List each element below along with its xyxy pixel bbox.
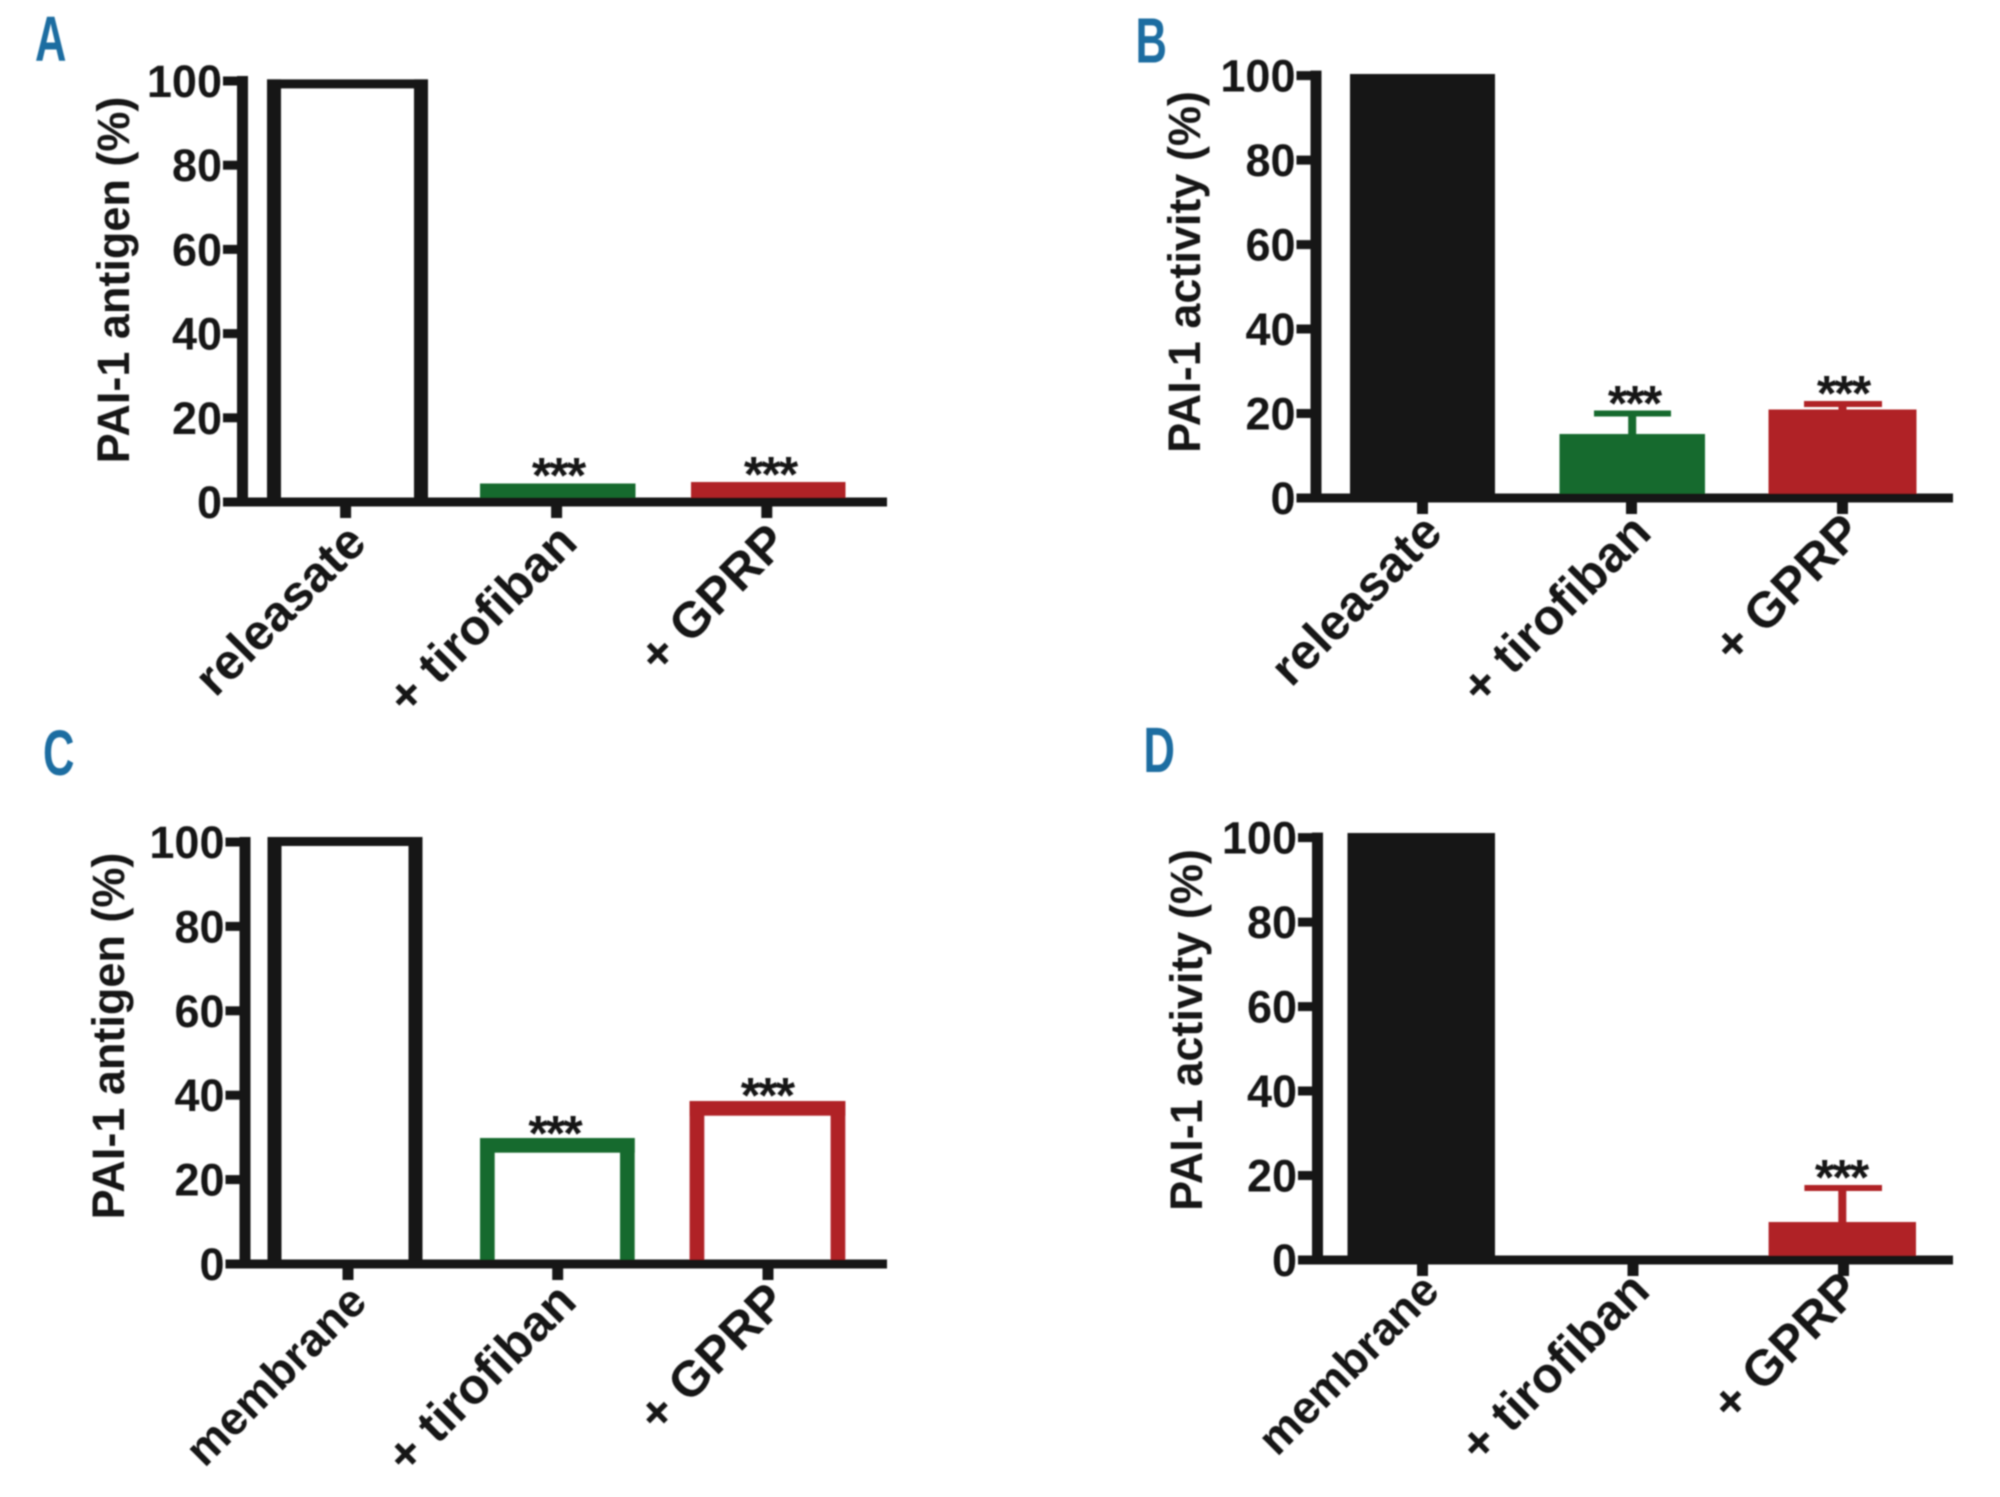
svg-text:80: 80 [174,901,224,952]
svg-text:100: 100 [1222,813,1297,864]
svg-text:PAI-1 antigen (%): PAI-1 antigen (%) [88,97,139,464]
svg-text:40: 40 [1247,1066,1297,1117]
svg-text:0: 0 [197,477,222,528]
svg-text:100: 100 [1220,51,1295,102]
svg-text:40: 40 [1245,304,1295,355]
svg-text:60: 60 [174,986,224,1037]
svg-text:60: 60 [172,224,222,275]
svg-text:***: *** [1817,365,1872,421]
svg-text:***: *** [741,1067,796,1123]
svg-text:0: 0 [1270,473,1295,524]
svg-text:PAI-1 activity (%): PAI-1 activity (%) [1161,849,1212,1211]
svg-text:20: 20 [1247,1150,1297,1201]
svg-text:D: D [1144,714,1175,787]
svg-text:A: A [35,3,66,76]
svg-text:20: 20 [1245,388,1295,439]
svg-text:C: C [43,717,74,790]
svg-text:***: *** [1608,375,1663,431]
svg-text:80: 80 [1247,897,1297,948]
svg-text:0: 0 [199,1239,224,1290]
svg-text:60: 60 [1245,220,1295,271]
svg-text:40: 40 [172,309,222,360]
svg-text:20: 20 [172,393,222,444]
svg-text:***: *** [744,446,799,502]
svg-text:20: 20 [174,1155,224,1206]
svg-text:***: *** [532,447,587,503]
svg-text:60: 60 [1247,982,1297,1033]
svg-text:80: 80 [172,140,222,191]
svg-text:100: 100 [147,56,222,107]
svg-text:B: B [1136,4,1167,77]
svg-text:***: *** [528,1105,583,1161]
svg-text:100: 100 [149,817,224,868]
svg-text:PAI-1 activity (%): PAI-1 activity (%) [1159,91,1210,453]
svg-text:40: 40 [174,1070,224,1121]
svg-text:***: *** [1815,1149,1870,1205]
svg-text:80: 80 [1245,135,1295,186]
svg-text:0: 0 [1272,1235,1297,1286]
svg-text:PAI-1 antigen (%): PAI-1 antigen (%) [83,853,134,1220]
